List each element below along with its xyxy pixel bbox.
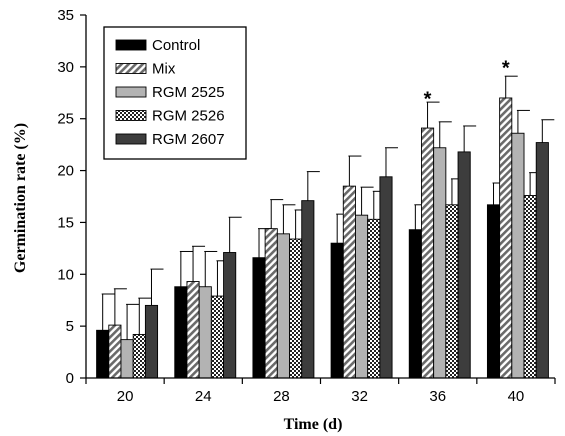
legend-label: RGM 2607 bbox=[152, 131, 225, 148]
bar bbox=[433, 147, 447, 379]
significance-marker: * bbox=[424, 89, 432, 111]
legend: Control Mix RGM 2525 RGM 2526 RGM 2607 bbox=[103, 26, 247, 160]
x-tick-label: 24 bbox=[195, 388, 212, 405]
bar bbox=[499, 97, 513, 379]
bar bbox=[535, 142, 549, 379]
legend-swatch bbox=[115, 39, 147, 51]
y-tick-label: 5 bbox=[66, 318, 74, 335]
bar bbox=[301, 200, 315, 379]
x-tick-label: 28 bbox=[273, 388, 290, 405]
y-tick-label: 30 bbox=[57, 59, 74, 76]
x-ticks: 20 24 28 32 36 40 bbox=[85, 378, 556, 405]
error-bars bbox=[101, 75, 555, 340]
bar bbox=[252, 257, 266, 379]
bar bbox=[276, 233, 290, 379]
bar bbox=[421, 127, 435, 379]
legend-swatch bbox=[115, 133, 147, 145]
bar bbox=[523, 195, 537, 379]
bar bbox=[132, 333, 146, 379]
bar bbox=[174, 286, 188, 379]
bar bbox=[223, 252, 237, 379]
x-axis-title: Time (d) bbox=[284, 416, 343, 433]
bar bbox=[445, 204, 459, 379]
bar bbox=[210, 295, 225, 379]
annotations: ** bbox=[424, 58, 510, 111]
bar bbox=[108, 324, 122, 379]
bar bbox=[367, 218, 381, 379]
bar bbox=[96, 329, 110, 379]
legend-swatch bbox=[115, 110, 147, 121]
y-tick-label: 20 bbox=[57, 163, 74, 180]
bar bbox=[120, 339, 134, 379]
legend-label: RGM 2526 bbox=[152, 108, 225, 125]
y-ticks: 0 5 10 15 20 25 30 35 bbox=[57, 7, 86, 387]
bar bbox=[144, 304, 159, 379]
legend-label: RGM 2525 bbox=[152, 84, 225, 101]
y-tick-label: 15 bbox=[57, 214, 74, 231]
bar bbox=[511, 132, 525, 379]
bar bbox=[186, 281, 200, 379]
bar bbox=[486, 204, 501, 379]
y-tick-label: 25 bbox=[57, 111, 74, 128]
y-tick-label: 10 bbox=[57, 266, 74, 283]
x-tick-label: 40 bbox=[508, 388, 525, 405]
x-tick-label: 32 bbox=[351, 388, 368, 405]
bar bbox=[408, 229, 422, 379]
y-tick-label: 0 bbox=[66, 370, 74, 387]
bar bbox=[379, 176, 393, 379]
legend-swatch bbox=[115, 63, 147, 74]
bar bbox=[330, 242, 344, 379]
y-tick-label: 35 bbox=[57, 7, 74, 24]
legend-label: Mix bbox=[152, 61, 176, 78]
x-tick-label: 36 bbox=[429, 388, 446, 405]
bar bbox=[342, 185, 356, 379]
legend-label: Control bbox=[152, 37, 200, 54]
x-tick-label: 20 bbox=[117, 388, 134, 405]
bar bbox=[289, 238, 303, 379]
bar bbox=[198, 286, 212, 379]
y-axis-title: Germination rate (%) bbox=[12, 123, 29, 273]
significance-marker: * bbox=[502, 58, 510, 80]
bar bbox=[457, 151, 471, 379]
legend-swatch bbox=[115, 86, 147, 98]
bar bbox=[264, 228, 278, 379]
bar bbox=[355, 214, 369, 379]
